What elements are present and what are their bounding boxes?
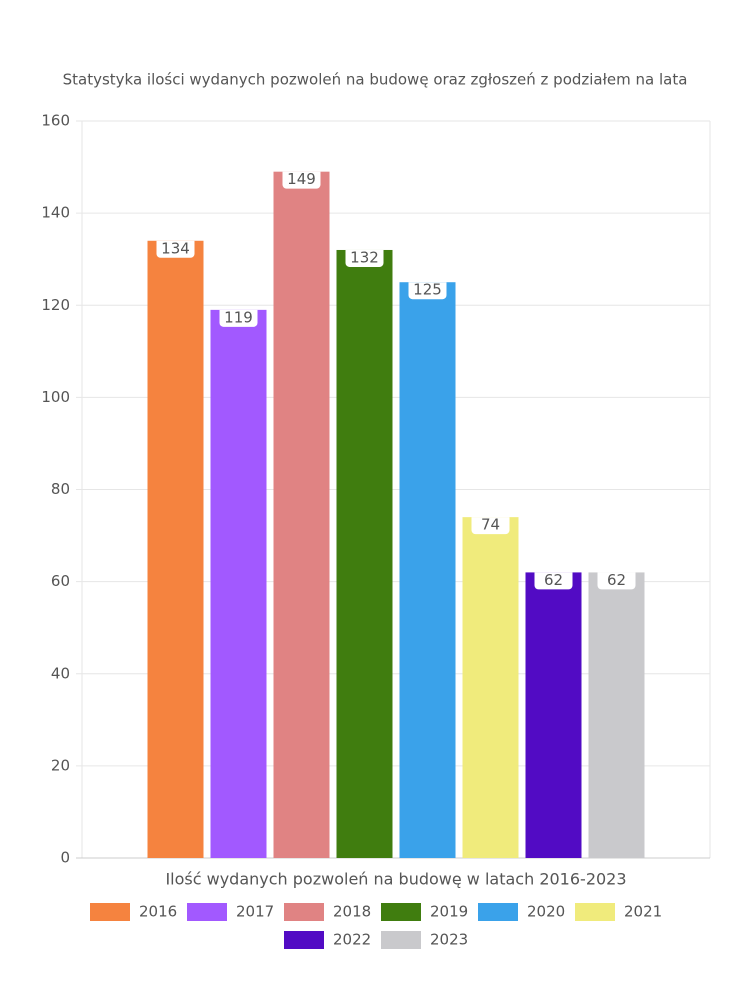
data-label-box	[219, 309, 258, 327]
legend-label: 2018	[333, 903, 371, 921]
bar	[336, 249, 393, 859]
data-label-box	[534, 572, 573, 590]
legend-swatch	[90, 903, 130, 921]
data-label-box	[156, 240, 195, 258]
legend-label: 2021	[624, 903, 662, 921]
y-tick-label: 40	[51, 664, 70, 682]
y-tick-label: 60	[51, 572, 70, 590]
legend-swatch	[575, 903, 615, 921]
data-label: 119	[224, 308, 253, 326]
x-axis-title: Ilość wydanych pozwoleń na budowę w lata…	[165, 870, 626, 889]
bar	[273, 171, 330, 858]
legend-label: 2019	[430, 903, 468, 921]
y-tick-label: 100	[41, 388, 70, 406]
bar	[399, 282, 456, 858]
legend-label: 2020	[527, 903, 565, 921]
legend-swatch	[284, 903, 324, 921]
y-tick-label: 20	[51, 756, 70, 774]
legend-label: 2023	[430, 931, 468, 949]
data-label-box	[597, 572, 636, 590]
legend-swatch	[478, 903, 518, 921]
legend-label: 2016	[139, 903, 177, 921]
y-tick-label: 120	[41, 296, 70, 314]
legend-swatch	[381, 903, 421, 921]
y-tick-label: 80	[51, 480, 70, 498]
legend-swatch	[284, 931, 324, 949]
bar	[462, 517, 519, 858]
legend-label: 2022	[333, 931, 371, 949]
data-label: 62	[544, 571, 563, 589]
bar	[588, 572, 645, 858]
data-label: 125	[413, 281, 442, 299]
data-label: 134	[161, 239, 190, 257]
y-tick-label: 0	[60, 849, 70, 867]
data-label: 62	[607, 571, 626, 589]
y-tick-label: 160	[41, 112, 70, 130]
data-label: 74	[481, 516, 500, 534]
legend-label: 2017	[236, 903, 274, 921]
bar	[147, 240, 204, 858]
y-tick-label: 140	[41, 204, 70, 222]
legend-swatch	[381, 931, 421, 949]
data-label-box	[408, 282, 447, 300]
chart-title: Statystyka ilości wydanych pozwoleń na b…	[63, 71, 688, 89]
data-label: 132	[350, 248, 379, 266]
data-label-box	[471, 517, 510, 535]
legend-swatch	[187, 903, 227, 921]
data-label-box	[345, 249, 384, 267]
bar	[210, 309, 267, 858]
data-label-box	[282, 171, 321, 189]
data-label: 149	[287, 170, 316, 188]
bar	[525, 572, 582, 858]
